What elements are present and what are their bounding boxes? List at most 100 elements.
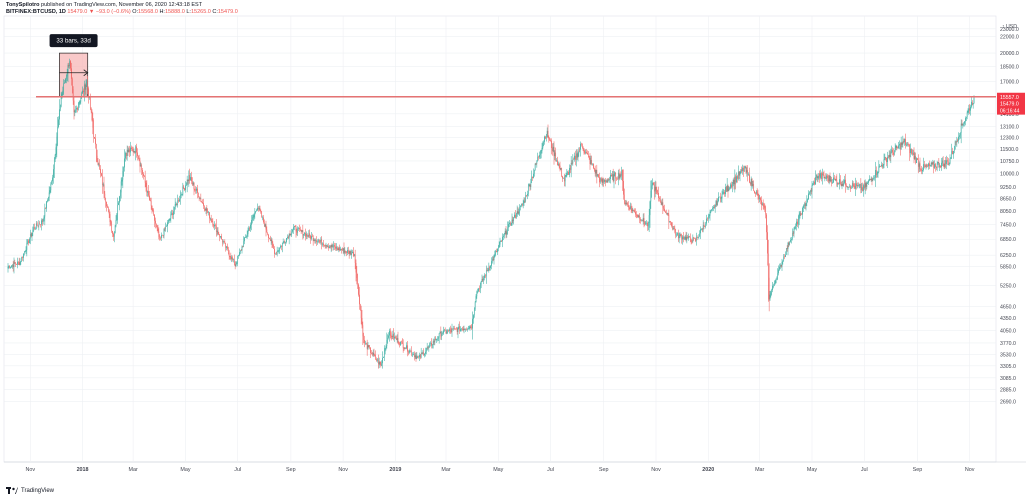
candle-body [677, 233, 678, 235]
candle-body [417, 356, 419, 358]
candle-body [576, 153, 578, 158]
price-tick-label: 6850.0 [1000, 237, 1016, 243]
candle-body [668, 214, 670, 222]
candle-body [90, 108, 92, 112]
candle-body [158, 231, 160, 237]
candle-body [401, 341, 403, 344]
candle-body [361, 317, 363, 326]
candle-body [562, 176, 563, 179]
candle-body [217, 230, 219, 234]
candle-body [475, 296, 477, 303]
candle-body [863, 185, 865, 189]
candle-body [406, 345, 407, 349]
candle-body [624, 202, 626, 204]
candle-body [790, 240, 791, 242]
candle-body [306, 233, 308, 236]
low-value: 15265.0 [190, 9, 211, 15]
candle-body [385, 346, 387, 349]
candle-body [27, 240, 29, 243]
candle-body [643, 218, 645, 222]
candle-body [11, 265, 13, 266]
candle-body [750, 179, 752, 185]
candle-body [104, 193, 106, 198]
candle-body [36, 223, 38, 226]
candle-body [961, 123, 963, 126]
candle-body [554, 152, 556, 157]
candle-body [68, 65, 70, 67]
candle-body [236, 262, 238, 264]
candle-body [470, 326, 472, 328]
candle-body [465, 329, 467, 330]
candle-body [659, 198, 661, 203]
candle-body [382, 357, 383, 364]
candle-body [776, 278, 778, 280]
candle-body [351, 253, 353, 255]
candle-body [737, 176, 738, 179]
candle-body [657, 192, 659, 193]
candle-body [109, 214, 111, 223]
candle-body [302, 230, 304, 236]
candle-body [319, 240, 321, 242]
candle-body [733, 180, 735, 185]
candle-body [365, 342, 367, 344]
candle-body [908, 145, 910, 146]
candle-body [339, 247, 341, 251]
candle-body [75, 109, 77, 111]
candle-body [683, 238, 685, 240]
candle-body [803, 205, 804, 208]
candle-body [404, 348, 406, 350]
candle-body [203, 203, 204, 206]
symbol-name[interactable]: BITFINEX:BTCUSD, 1D [6, 9, 66, 15]
author-name[interactable]: TonySpilotro [6, 2, 40, 8]
candle-body [407, 345, 408, 352]
candle-body [247, 230, 249, 235]
candle-body [689, 236, 691, 240]
candle-body [857, 185, 858, 187]
brand-name[interactable]: TradingView [21, 488, 55, 494]
candle-body [725, 187, 727, 192]
candle-body [833, 177, 835, 180]
candle-body [365, 342, 366, 344]
candle-body [350, 251, 352, 255]
candle-body [901, 142, 903, 145]
candle-body [923, 164, 924, 170]
price-chart[interactable]: 23000.022000.020000.018500.017000.015500… [0, 0, 1029, 480]
candle-body [719, 196, 720, 198]
candle-body [301, 230, 303, 232]
candle-body [59, 106, 61, 110]
candle-body [855, 183, 857, 189]
candle-body [636, 215, 638, 216]
candle-body [378, 362, 380, 365]
candle-body [76, 107, 77, 110]
candle-body [633, 210, 635, 211]
candle-body [736, 176, 737, 183]
candle-body [948, 163, 950, 165]
candle-body [107, 206, 108, 208]
candle-body [764, 206, 766, 208]
candle-body [41, 220, 42, 225]
candle-body [139, 160, 141, 167]
candle-body [568, 171, 569, 175]
candle-body [179, 195, 181, 200]
candle-body [769, 294, 771, 300]
candle-body [340, 248, 341, 251]
candle-body [442, 333, 443, 335]
candle-body [91, 111, 93, 121]
candle-body [176, 204, 178, 206]
candle-body [894, 148, 896, 152]
candle-body [623, 194, 625, 203]
candle-body [789, 241, 791, 245]
candle-body [170, 214, 172, 219]
candle-body [663, 207, 665, 209]
candle-body [550, 140, 551, 141]
candle-body [539, 155, 540, 158]
candle-body [333, 245, 335, 247]
candle-body [359, 294, 360, 305]
candle-body [403, 347, 405, 349]
candle-body [472, 318, 473, 329]
candle-body [262, 217, 263, 219]
candle-body [671, 225, 673, 229]
time-tick-label: Sep [599, 467, 609, 473]
time-tick-label: Nov [651, 467, 661, 473]
candle-body [292, 229, 293, 232]
